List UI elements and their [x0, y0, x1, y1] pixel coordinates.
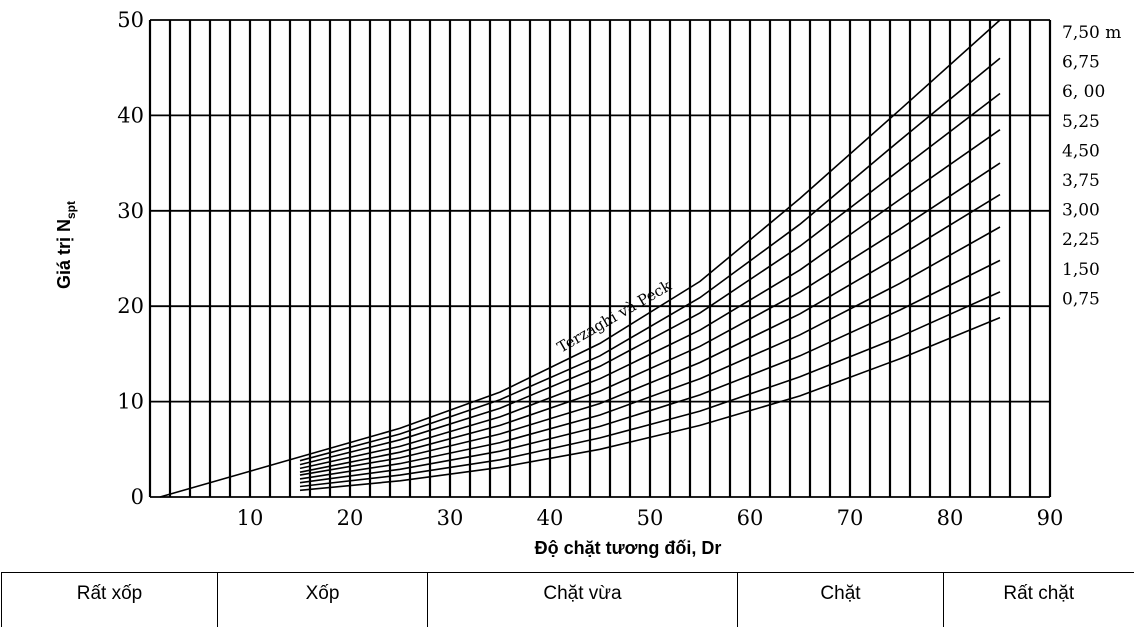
x-tick-label: 10	[237, 506, 264, 530]
depth-label: 1,50	[1062, 260, 1100, 280]
x-tick-label: 40	[537, 506, 564, 530]
y-tick-label: 40	[117, 103, 144, 127]
y-axis-title: Giá trị Nspt	[54, 201, 78, 289]
grid-lines	[150, 20, 1050, 497]
depth-label: 7,50 m	[1062, 23, 1121, 43]
y-axis-title-sub: spt	[64, 201, 78, 219]
depth-labels: 7,50 m 6,75 6, 00 5,25 4,50 3,75 3,00 2,25 1,50 0…	[1062, 23, 1121, 309]
x-tick-label: 90	[1037, 506, 1064, 530]
x-tick-label: 30	[437, 506, 464, 530]
depth-label: 0,75	[1062, 289, 1100, 309]
x-tick-label: 50	[637, 506, 664, 530]
x-tick-label: 20	[337, 506, 364, 530]
nspt-chart: 10 20 30 40 50 60 70 80 90 0 10 20 30 40 50 7,50 m 6,75…	[0, 0, 1134, 572]
depth-label: 6,75	[1062, 53, 1100, 73]
depth-label: 6, 00	[1062, 82, 1105, 102]
terzaghi-peck-annotation: Terzaghi và Peck	[554, 276, 675, 356]
depth-label: 5,25	[1062, 112, 1100, 132]
y-tick-label: 20	[117, 294, 144, 318]
depth-label: 3,00	[1062, 201, 1100, 221]
x-axis-title: Độ chặt tương đối, Dr	[535, 538, 722, 558]
x-tick-label: 80	[937, 506, 964, 530]
curves	[160, 20, 1000, 497]
depth-label: 3,75	[1062, 171, 1100, 191]
y-tick-label: 0	[131, 485, 144, 509]
y-tick-label: 30	[117, 199, 144, 223]
depth-label: 2,25	[1062, 230, 1100, 250]
x-tick-label: 70	[837, 506, 864, 530]
y-axis-title-main: Giá trị N	[54, 219, 74, 289]
curve-series-0	[160, 20, 1000, 497]
y-tick-label: 50	[117, 8, 144, 32]
x-tick-label: 60	[737, 506, 764, 530]
depth-label: 4,50	[1062, 141, 1100, 161]
y-tick-label: 10	[117, 390, 144, 414]
